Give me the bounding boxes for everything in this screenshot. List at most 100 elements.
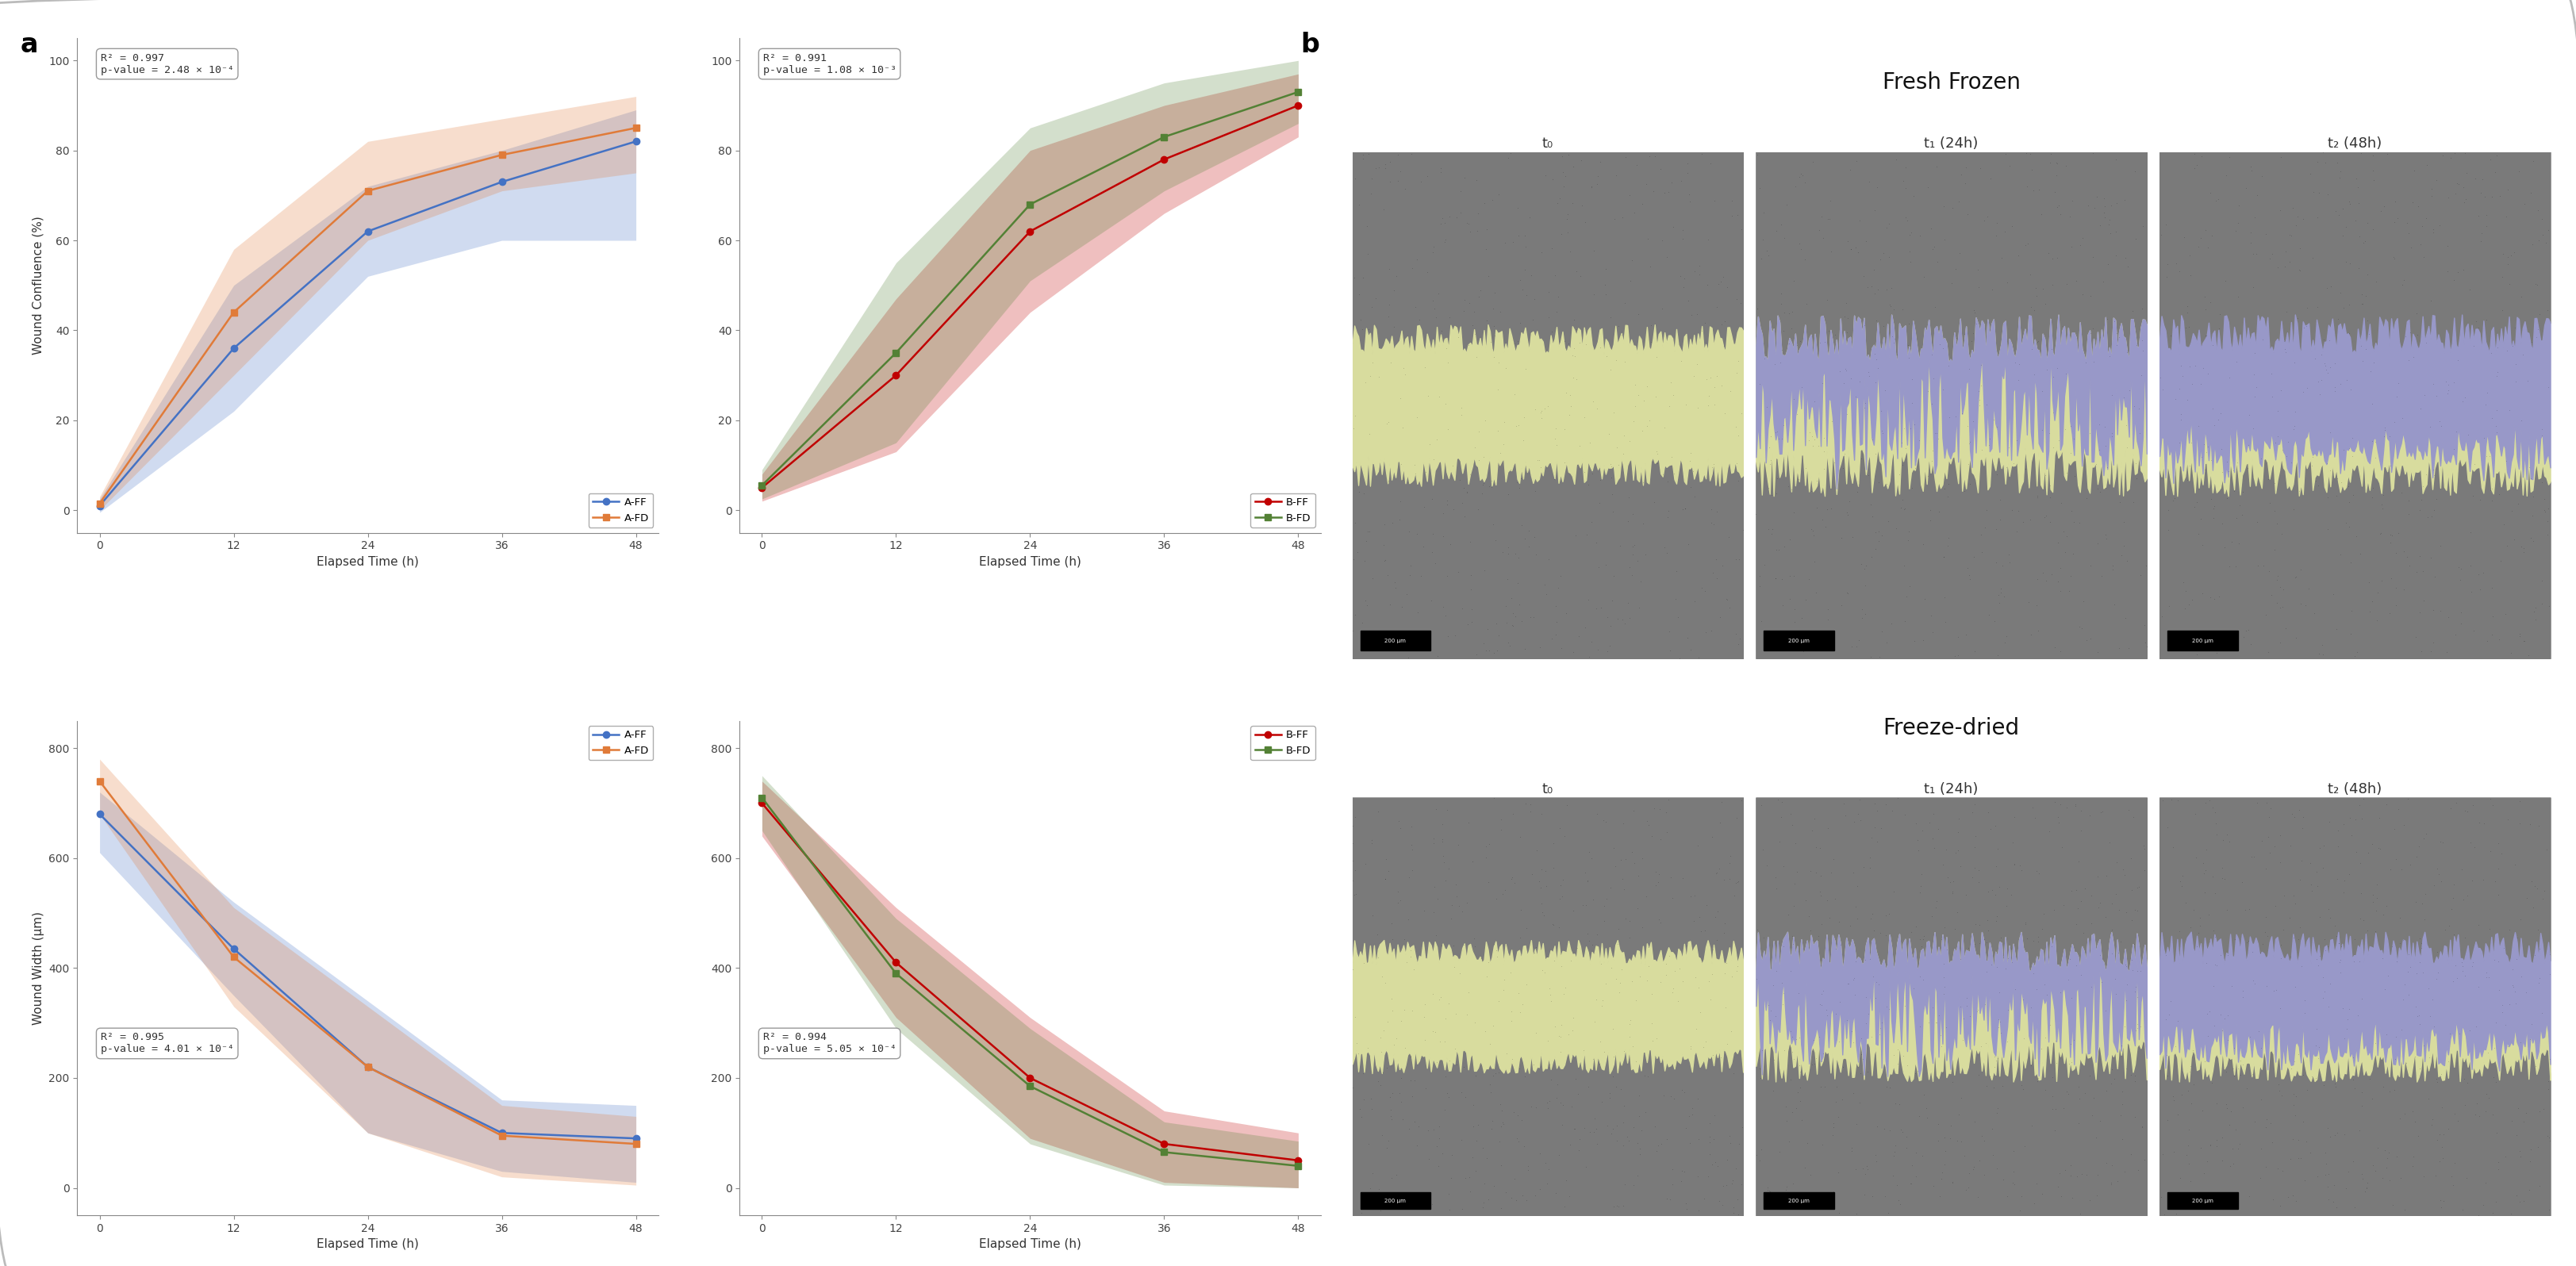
Point <box>2218 452 2259 472</box>
Point <box>2002 1028 2043 1048</box>
Point <box>2445 192 2486 213</box>
Point <box>2290 853 2331 874</box>
Point <box>1741 611 1783 632</box>
Point <box>2308 185 2349 205</box>
Point <box>1710 191 1752 211</box>
Point <box>1641 912 1682 932</box>
Point <box>2463 870 2504 890</box>
Point <box>1932 1172 1973 1193</box>
Point <box>2154 1184 2195 1204</box>
Point <box>1350 1179 1391 1199</box>
Point <box>2012 1115 2053 1136</box>
Point <box>1625 1101 1667 1122</box>
Point <box>2298 298 2339 318</box>
Point <box>1558 627 1600 647</box>
Point <box>2316 153 2357 173</box>
Point <box>2478 186 2519 206</box>
Point <box>1571 1050 1613 1070</box>
Point <box>1450 315 1492 335</box>
Point <box>2432 874 2473 894</box>
Point <box>1991 1174 2032 1194</box>
Point <box>2102 387 2143 408</box>
Point <box>2004 1136 2045 1156</box>
Point <box>1878 1094 1919 1114</box>
Point <box>1829 239 1870 260</box>
Point <box>2491 335 2532 356</box>
Point <box>1674 967 1716 987</box>
Point <box>2401 234 2442 254</box>
Point <box>1899 430 1940 451</box>
Point <box>1381 417 1422 437</box>
Point <box>1695 929 1736 950</box>
Point <box>2481 300 2522 320</box>
Point <box>2501 1032 2543 1052</box>
Point <box>2038 813 2079 833</box>
Point <box>2458 1106 2499 1127</box>
Point <box>2105 865 2146 885</box>
Point <box>2344 789 2385 809</box>
Point <box>1757 879 1798 899</box>
Point <box>1461 948 1502 968</box>
Point <box>1834 812 1875 832</box>
Point <box>1623 420 1664 441</box>
Point <box>2231 1027 2272 1047</box>
Point <box>2380 408 2421 428</box>
Point <box>1334 604 1376 624</box>
Point <box>2339 258 2380 279</box>
Point <box>1564 213 1605 233</box>
Point <box>2200 404 2241 424</box>
Title: t₂ (48h): t₂ (48h) <box>2329 137 2383 151</box>
Point <box>1736 504 1777 524</box>
Point <box>1396 523 1437 543</box>
Point <box>1919 334 1960 354</box>
Point <box>1793 1029 1834 1050</box>
Point <box>1440 1129 1481 1150</box>
Point <box>1759 1142 1801 1162</box>
Point <box>2282 318 2324 338</box>
Point <box>1334 406 1376 427</box>
Point <box>2275 1051 2316 1071</box>
Point <box>2156 790 2197 810</box>
Point <box>2159 261 2200 281</box>
Point <box>1994 453 2035 473</box>
Point <box>2375 543 2416 563</box>
Point <box>1695 862 1736 882</box>
Point <box>1850 647 1891 667</box>
Point <box>2166 390 2208 410</box>
Point <box>2427 380 2468 400</box>
Point <box>2277 260 2318 280</box>
Point <box>1419 386 1461 406</box>
Point <box>2050 987 2092 1008</box>
Point <box>1394 1112 1435 1132</box>
Point <box>1716 961 1757 981</box>
Point <box>1510 794 1551 814</box>
Point <box>2463 187 2504 208</box>
Point <box>1932 1071 1973 1091</box>
Point <box>2465 205 2506 225</box>
Point <box>1651 1174 1692 1194</box>
Point <box>1991 952 2032 972</box>
Point <box>2419 832 2460 852</box>
Point <box>1574 1012 1615 1032</box>
Point <box>2280 261 2321 281</box>
Point <box>2303 353 2344 373</box>
Point <box>1638 799 1680 819</box>
Point <box>2460 490 2501 510</box>
Point <box>1610 557 1651 577</box>
Point <box>1646 953 1687 974</box>
Point <box>2491 1204 2532 1224</box>
Point <box>2419 1190 2460 1210</box>
Point <box>2344 1181 2385 1201</box>
Point <box>1891 477 1932 498</box>
Point <box>2447 424 2488 444</box>
Point <box>2442 889 2483 909</box>
Point <box>1741 229 1783 249</box>
Point <box>1852 904 1893 924</box>
Point <box>1427 994 1468 1014</box>
Point <box>2282 851 2324 871</box>
Point <box>1803 332 1844 352</box>
Point <box>1770 566 1811 586</box>
Point <box>1584 974 1625 994</box>
Point <box>1607 1131 1649 1151</box>
Point <box>1947 995 1989 1015</box>
